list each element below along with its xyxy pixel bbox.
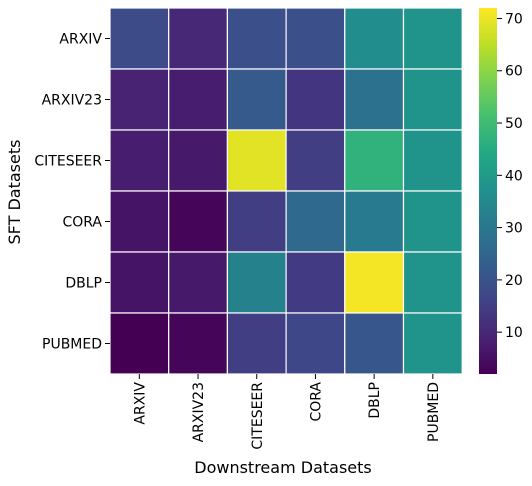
- colorbar-tick-label: 10: [505, 325, 523, 341]
- heatmap-cell: [402, 312, 463, 375]
- row-labels: ARXIV ARXIV23 CITESEER CORA DBLP PUBMED: [34, 32, 110, 353]
- column-label: ARXIV23: [191, 382, 207, 442]
- heatmap-cell: [109, 312, 170, 375]
- heatmap-cell: [344, 251, 405, 314]
- heatmap-cell: [344, 7, 405, 70]
- heatmap-cell: [344, 190, 405, 253]
- heatmap-cell: [168, 251, 228, 314]
- colorbar-tick-label: 30: [505, 221, 523, 237]
- x-axis-label: Downstream Datasets: [194, 458, 371, 477]
- heatmap-cell: [109, 129, 170, 192]
- heatmap-cell: [109, 7, 170, 70]
- heatmap-cell: [168, 190, 228, 253]
- heatmap-cell: [226, 129, 287, 192]
- heatmap-cell: [226, 312, 287, 375]
- heatmap-cell: [226, 68, 287, 131]
- colorbar-gradient: [479, 8, 497, 374]
- column-label: CORA: [308, 382, 324, 422]
- heatmap-cell: [285, 190, 346, 253]
- colorbar-tick-label: 20: [505, 273, 523, 289]
- heatmap-cell: [285, 251, 346, 314]
- colorbar: 10 20 30 40 50 60 70: [479, 8, 523, 374]
- heatmap-cell: [285, 68, 346, 131]
- heatmap-cell: [402, 129, 463, 192]
- heatmap-cell: [168, 7, 228, 70]
- column-labels: ARXIV ARXIV23 CITESEER CORA DBLP PUBMED: [132, 374, 442, 450]
- row-label: ARXIV23: [42, 93, 102, 109]
- heatmap-cell: [285, 312, 346, 375]
- heatmap-cell: [344, 312, 405, 375]
- heatmap-cell: [344, 129, 405, 192]
- heatmap-cell: [402, 7, 463, 70]
- column-label: PUBMED: [426, 382, 442, 442]
- heatmap-cell: [168, 312, 228, 375]
- colorbar-tick-label: 40: [505, 168, 523, 184]
- row-label: CITESEER: [34, 154, 102, 170]
- heatmap-cell: [402, 68, 463, 131]
- y-axis-label: SFT Datasets: [5, 140, 24, 245]
- heatmap-cell: [285, 129, 346, 192]
- heatmap-cell: [402, 190, 463, 253]
- heatmap-cell: [344, 68, 405, 131]
- row-label: PUBMED: [42, 337, 102, 353]
- heatmap-cell: [168, 129, 228, 192]
- column-label: CITESEER: [250, 382, 266, 450]
- heatmap-cell: [226, 190, 287, 253]
- heatmap-cell: [226, 7, 287, 70]
- row-label: CORA: [62, 215, 102, 231]
- row-label: ARXIV: [59, 32, 102, 48]
- heatmap-cell: [168, 68, 228, 131]
- heatmap-cell: [109, 190, 170, 253]
- heatmap-cells: [109, 7, 463, 375]
- row-label: DBLP: [65, 276, 102, 292]
- heatmap-cell: [285, 7, 346, 70]
- heatmap-cell: [402, 251, 463, 314]
- column-label: DBLP: [367, 382, 383, 419]
- heatmap-cell: [109, 251, 170, 314]
- heatmap-cell: [226, 251, 287, 314]
- heatmap-cell: [109, 68, 170, 131]
- colorbar-tick-label: 60: [505, 64, 523, 80]
- column-label: ARXIV: [132, 382, 148, 425]
- colorbar-tick-label: 70: [505, 11, 523, 27]
- colorbar-tick-label: 50: [505, 116, 523, 132]
